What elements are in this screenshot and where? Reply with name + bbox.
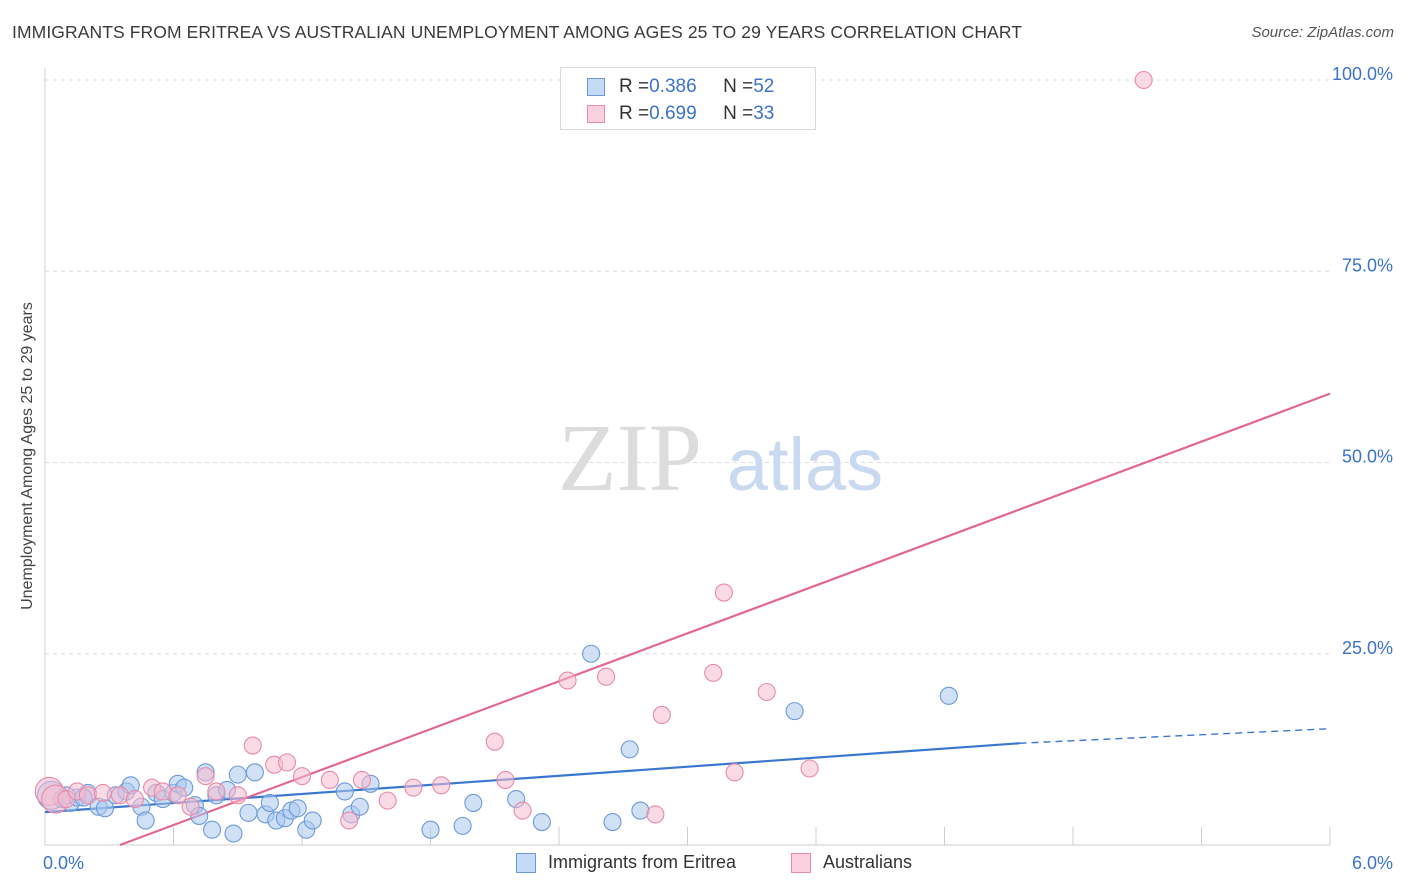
series-australians xyxy=(34,70,1153,830)
legend-r-value: 0.699 xyxy=(649,103,697,124)
data-point xyxy=(181,797,200,816)
watermark-atlas: atlas xyxy=(727,423,883,506)
legend-n-label: N = xyxy=(723,76,754,97)
data-point xyxy=(352,770,372,790)
data-point xyxy=(153,782,172,801)
legend-item-australians: Australians xyxy=(791,852,912,873)
data-points xyxy=(34,70,1153,843)
data-point xyxy=(207,782,226,801)
data-point xyxy=(725,763,744,782)
legend-n-value: 33 xyxy=(753,103,775,124)
data-point xyxy=(453,816,472,835)
trend-line-blue xyxy=(44,742,1020,814)
data-point xyxy=(513,801,532,820)
data-point xyxy=(110,786,130,805)
legend-swatch-blue xyxy=(516,852,536,873)
legend-label-eritrea: Immigrants from Eritrea xyxy=(548,852,737,872)
legend-swatch-pink xyxy=(791,852,811,873)
data-point xyxy=(350,797,369,816)
source-label: Source: ZipAtlas.com xyxy=(1251,24,1394,41)
data-point xyxy=(582,644,601,663)
data-point xyxy=(228,786,247,805)
data-point xyxy=(714,583,733,602)
data-point xyxy=(800,759,819,778)
data-point xyxy=(303,811,322,830)
data-point xyxy=(620,740,639,759)
data-point xyxy=(597,667,616,686)
x-tick-label: 0.0% xyxy=(43,853,84,873)
data-point xyxy=(558,671,577,690)
y-tick-label: 100.0% xyxy=(1332,64,1393,84)
legend-n-value: 52 xyxy=(753,76,775,97)
grid-lines xyxy=(45,79,1330,655)
legend-r-value: 0.386 xyxy=(649,76,697,97)
data-point xyxy=(125,790,144,809)
data-point xyxy=(224,824,243,843)
data-point xyxy=(203,820,222,839)
trend-line-dashed-blue xyxy=(1019,728,1331,744)
axes xyxy=(44,68,1331,846)
tick-labels: 25.0% 50.0% 75.0% 100.0% 0.0% 6.0% xyxy=(43,64,1393,873)
legend-swatch-pink xyxy=(587,105,605,123)
data-point xyxy=(245,763,264,782)
legend-r-label: R = xyxy=(619,103,650,124)
data-point xyxy=(646,805,665,824)
data-point xyxy=(939,686,958,705)
legend-n-label: N = xyxy=(723,103,754,124)
data-point xyxy=(404,778,423,797)
data-point xyxy=(239,803,258,822)
data-point xyxy=(340,811,359,830)
series-legend: Immigrants from Eritrea Australians xyxy=(0,852,1406,876)
data-point xyxy=(168,786,187,805)
data-point xyxy=(196,767,215,786)
data-point xyxy=(228,765,247,784)
data-point xyxy=(757,682,776,702)
data-point xyxy=(277,753,297,772)
watermark-zip: ZIP xyxy=(558,404,702,511)
data-point xyxy=(136,811,155,830)
correlation-legend: R = 0.386 N = 52 R = 0.699 N = 33 xyxy=(560,67,816,130)
data-point xyxy=(496,770,515,790)
data-point xyxy=(243,736,262,755)
data-point xyxy=(704,663,723,682)
data-point xyxy=(421,820,440,839)
legend-item-eritrea: Immigrants from Eritrea xyxy=(516,852,736,873)
data-point xyxy=(335,782,354,801)
trend-line-pink xyxy=(119,392,1331,847)
data-point xyxy=(1134,70,1153,90)
data-point xyxy=(378,791,397,810)
data-point xyxy=(432,776,451,795)
data-point xyxy=(93,783,112,803)
legend-swatch-blue xyxy=(587,78,605,96)
watermark: ZIP atlas xyxy=(558,404,883,511)
data-point xyxy=(464,793,483,812)
legend-row-eritrea: R = 0.386 N = 52 xyxy=(587,74,774,100)
y-tick-label: 25.0% xyxy=(1342,638,1393,658)
legend-label-australians: Australians xyxy=(823,852,913,872)
data-point xyxy=(485,732,504,751)
data-point xyxy=(631,801,650,820)
data-point xyxy=(320,770,339,790)
data-point xyxy=(603,812,622,832)
trend-lines xyxy=(44,392,1331,847)
y-tick-label: 75.0% xyxy=(1342,255,1393,275)
data-point xyxy=(288,799,307,818)
data-point xyxy=(260,793,279,812)
data-point xyxy=(785,702,804,721)
x-tick-label: 6.0% xyxy=(1352,853,1393,873)
y-tick-label: 50.0% xyxy=(1342,447,1393,467)
chart-title: IMMIGRANTS FROM ERITREA VS AUSTRALIAN UN… xyxy=(12,22,1023,42)
data-point xyxy=(652,705,671,725)
data-point xyxy=(532,812,551,832)
legend-row-australians: R = 0.699 N = 33 xyxy=(587,101,774,127)
data-point xyxy=(78,786,97,805)
legend-r-label: R = xyxy=(619,76,650,97)
data-point xyxy=(292,767,312,786)
